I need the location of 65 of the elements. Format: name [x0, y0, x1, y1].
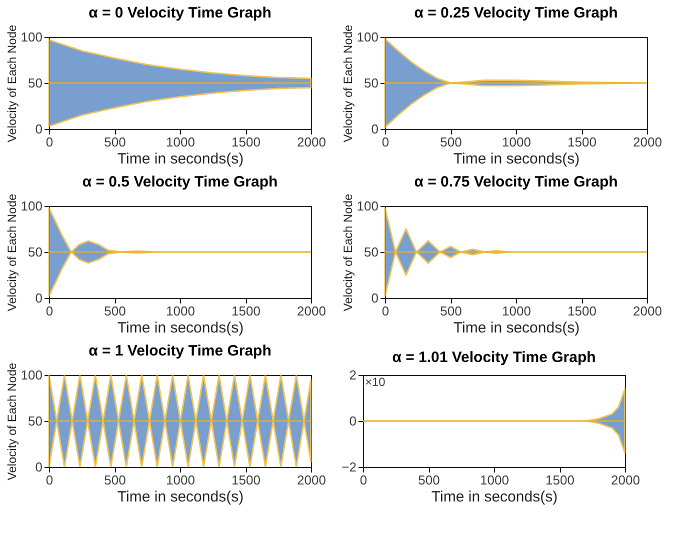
y-axis-title: Velocity of Each Node	[4, 193, 19, 312]
x-axis-title: Time in seconds(s)	[431, 488, 558, 506]
y-tick-label: 50	[28, 76, 42, 90]
chart-title: α = 1 Velocity Time Graph	[88, 342, 272, 360]
y-axis-title: Velocity of Each Node	[4, 362, 19, 480]
x-tick-label: 500	[104, 304, 126, 318]
chart-title: α = 0.5 Velocity Time Graph	[82, 173, 278, 190]
y-tick-label: −2	[342, 460, 356, 474]
x-tick-label: 1500	[546, 472, 574, 488]
x-tick-label: 0	[46, 134, 54, 150]
x-tick-label: 2000	[611, 472, 640, 488]
x-tick-label: 500	[440, 134, 462, 150]
y-tick-label: 0	[35, 290, 42, 306]
x-axis-title: Time in seconds(s)	[453, 150, 580, 168]
y-axis-title: Velocity of Each Node	[340, 24, 355, 142]
chart-title: α = 0.25 Velocity Time Graph	[414, 4, 618, 22]
x-axis-title: Time in seconds(s)	[117, 150, 244, 168]
x-tick-label: 1000	[166, 472, 195, 488]
x-tick-label: 1500	[232, 304, 260, 318]
x-tick-label: 2000	[297, 472, 326, 488]
y-tick-label: 0	[35, 122, 42, 136]
x-tick-label: 500	[440, 304, 462, 318]
x-tick-label: 1500	[568, 134, 596, 150]
x-tick-label: 500	[418, 472, 440, 488]
y-tick-label: 50	[364, 76, 378, 90]
x-tick-label: 2000	[297, 134, 326, 150]
x-tick-label: 1000	[502, 304, 531, 318]
y-axis-title: Velocity of Each Node	[340, 193, 355, 312]
y-tick-label: 100	[356, 198, 378, 214]
y-tick-label: 0	[371, 122, 378, 136]
x-axis-title: Time in seconds(s)	[117, 320, 244, 336]
y-tick-label: 100	[356, 30, 378, 44]
x-tick-label: 1500	[232, 472, 260, 488]
chart-title: α = 0 Velocity Time Graph	[88, 4, 272, 22]
y-tick-label: 100	[20, 368, 42, 382]
y-tick-label: 100	[20, 30, 42, 44]
x-tick-label: 0	[46, 304, 54, 318]
y-tick-label: 50	[28, 244, 42, 260]
x-tick-label: 0	[46, 472, 54, 488]
y-tick-label: 0	[35, 460, 42, 474]
x-tick-label: 0	[382, 304, 390, 318]
x-tick-label: 2000	[297, 304, 326, 318]
x-tick-label: 1500	[568, 304, 596, 318]
x-tick-label: 0	[382, 134, 390, 150]
x-tick-label: 500	[104, 134, 126, 150]
x-tick-label: 500	[104, 472, 126, 488]
x-tick-label: 2000	[633, 304, 662, 318]
y-tick-label: 50	[364, 244, 378, 260]
x-tick-label: 1000	[166, 134, 195, 150]
x-tick-label: 1000	[502, 134, 531, 150]
chart-title: α = 0.75 Velocity Time Graph	[414, 173, 618, 190]
x-tick-label: 2000	[633, 134, 662, 150]
y-tick-label: 50	[28, 414, 42, 428]
x-axis-title: Time in seconds(s)	[453, 320, 580, 336]
chart-title: α = 1.01 Velocity Time Graph	[392, 349, 596, 366]
y-tick-label: 2	[349, 368, 356, 382]
x-tick-label: 1000	[166, 304, 195, 318]
y-axis-title: Velocity of Each Node	[4, 24, 19, 142]
x-axis-title: Time in seconds(s)	[117, 488, 244, 506]
y-tick-label: 100	[20, 198, 42, 214]
y-tick-label: 0	[349, 414, 356, 428]
annotation: ×10	[365, 375, 386, 389]
y-tick-label: 0	[371, 290, 378, 306]
x-tick-label: 1000	[480, 472, 509, 488]
x-tick-label: 1500	[232, 134, 260, 150]
